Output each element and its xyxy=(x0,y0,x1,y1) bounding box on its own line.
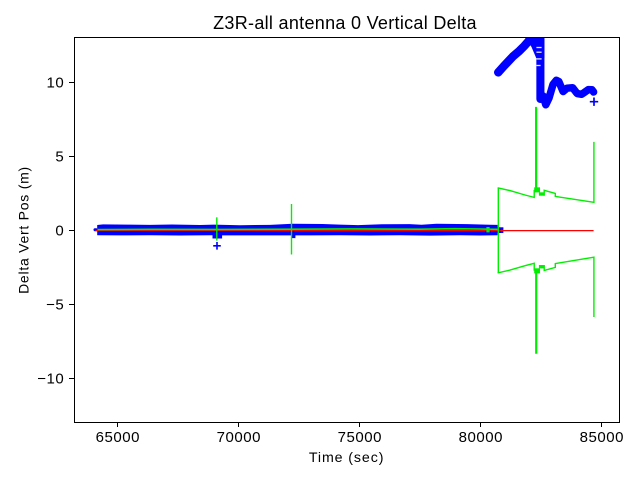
svg-text:Z3R-all antenna 0 Vertical Del: Z3R-all antenna 0 Vertical Delta xyxy=(213,13,477,33)
svg-text:75000: 75000 xyxy=(338,429,382,446)
svg-text:−10: −10 xyxy=(37,371,64,388)
svg-text:5: 5 xyxy=(55,149,64,166)
svg-text:10: 10 xyxy=(47,75,65,92)
svg-text:−5: −5 xyxy=(46,297,64,314)
svg-text:70000: 70000 xyxy=(217,429,261,446)
svg-text:0: 0 xyxy=(55,223,64,240)
svg-text:85000: 85000 xyxy=(580,429,624,446)
svg-text:Time (sec): Time (sec) xyxy=(309,450,384,466)
svg-text:Delta Vert Pos (m): Delta Vert Pos (m) xyxy=(16,166,32,294)
svg-text:80000: 80000 xyxy=(459,429,503,446)
svg-text:65000: 65000 xyxy=(96,429,140,446)
